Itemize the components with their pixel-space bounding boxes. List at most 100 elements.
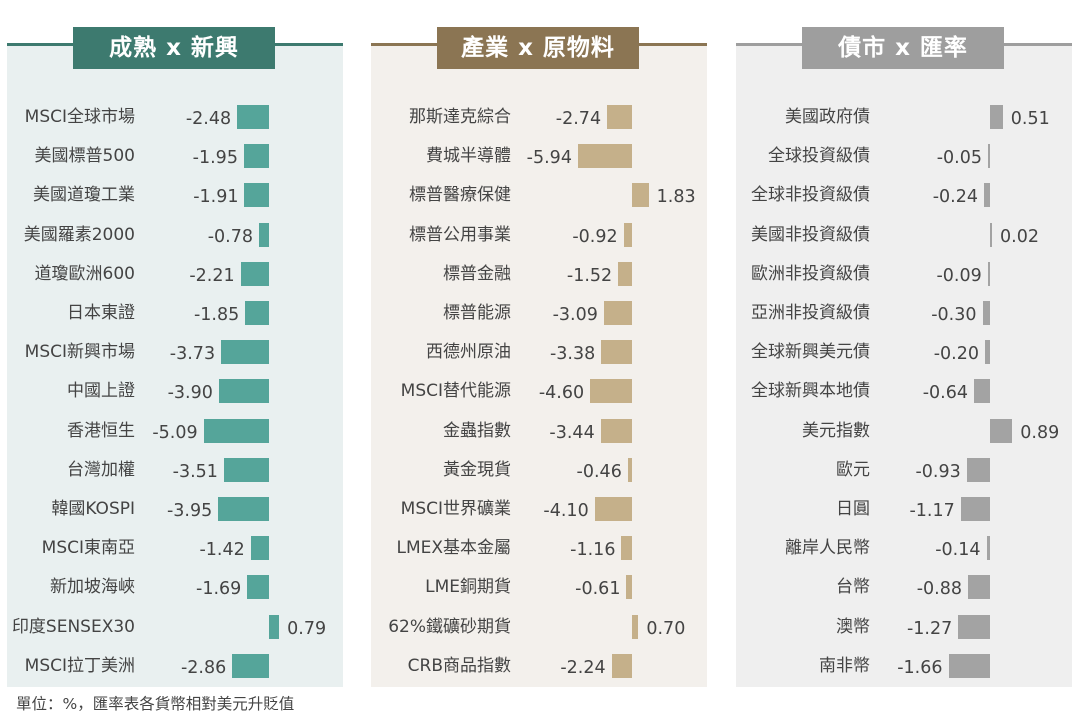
category-label: 台灣加權 — [67, 459, 135, 480]
category-label: 歐元 — [836, 459, 870, 480]
bar — [985, 340, 990, 365]
category-label: 印度SENSEX30 — [11, 616, 135, 637]
bar — [948, 653, 990, 678]
bar-row: 全球新興本地債 -0.64 — [736, 379, 1072, 404]
bar — [600, 418, 632, 443]
value-label: -3.09 — [552, 305, 598, 325]
category-label: 美國非投資級債 — [751, 224, 870, 245]
bar-row: MSCI替代能源 -4.60 — [371, 379, 707, 404]
bar-row: 日本東證 -1.85 — [7, 301, 343, 325]
panel-bond-fx: 債市 x 匯率 美國政府債 0.51 全球投資級債 -0.05 全球非投資級債 -0.24… — [736, 27, 1072, 687]
panel-background — [371, 45, 707, 687]
bar — [958, 614, 990, 639]
bar — [990, 418, 1013, 443]
bar-row: 全球投資級債 -0.05 — [736, 144, 1072, 169]
bar-row: 金蟲指數 -3.44 — [371, 418, 707, 443]
bar-row: 62%鐵礦砂期貨 0.70 — [371, 614, 707, 639]
bar-row: 美國非投資級債 0.02 — [736, 222, 1072, 247]
category-label: 香港恒生 — [67, 420, 135, 441]
bar — [982, 301, 990, 325]
value-label: -2.86 — [180, 657, 227, 678]
bar — [250, 536, 269, 561]
value-label: -1.85 — [193, 305, 240, 325]
category-label: 全球投資級債 — [768, 146, 870, 167]
category-label: 離岸人民幣 — [785, 538, 870, 559]
bar-row: 澳幣 -1.27 — [736, 614, 1072, 639]
value-label: -3.44 — [549, 422, 595, 443]
bar — [221, 340, 269, 365]
value-label: 0.70 — [646, 618, 686, 639]
value-label: -1.52 — [566, 265, 613, 286]
value-label: -1.17 — [909, 501, 955, 521]
value-label: -1.69 — [196, 579, 242, 600]
value-label: -1.95 — [192, 148, 238, 169]
category-label: 南非幣 — [819, 655, 870, 676]
bar — [968, 575, 990, 600]
value-label: -1.27 — [906, 618, 953, 639]
bar — [594, 497, 632, 521]
bar — [627, 457, 632, 482]
category-label: MSCI拉丁美洲 — [24, 655, 135, 676]
bar — [607, 105, 632, 129]
value-label: 0.51 — [1010, 109, 1050, 129]
bar — [203, 418, 269, 443]
bar — [966, 457, 990, 482]
value-label: -2.74 — [555, 109, 602, 129]
bar — [984, 183, 990, 208]
bar — [243, 144, 269, 169]
category-label: 標普醫療保健 — [409, 185, 511, 206]
bar — [974, 379, 990, 404]
value-label: -1.16 — [570, 540, 616, 561]
bar — [626, 575, 632, 600]
bar-row: 西德州原油 -3.38 — [371, 340, 707, 365]
value-label: -5.94 — [526, 148, 572, 169]
panel-title: 債市 x 匯率 — [802, 27, 1004, 69]
category-label: 新加坡海峽 — [50, 577, 135, 598]
bar — [232, 653, 269, 678]
category-label: 那斯達克綜合 — [409, 107, 511, 127]
value-label: 1.83 — [656, 187, 696, 208]
value-label: -1.91 — [193, 187, 239, 208]
bar — [960, 497, 990, 521]
bar-row: MSCI世界礦業 -4.10 — [371, 497, 707, 521]
value-label: -0.20 — [933, 344, 979, 365]
value-label: -0.46 — [576, 461, 622, 482]
category-label: 西德州原油 — [426, 342, 511, 363]
bar-row: CRB商品指數 -2.24 — [371, 653, 707, 678]
value-label: -2.21 — [189, 265, 235, 286]
category-label: 道瓊歐洲600 — [34, 263, 135, 284]
value-label: -0.64 — [922, 383, 968, 404]
bar-row: 那斯達克綜合 -2.74 — [371, 105, 707, 129]
category-label: 黃金現貨 — [443, 459, 511, 480]
value-label: -3.90 — [167, 383, 213, 404]
bar-row: 美國標普500 -1.95 — [7, 144, 343, 169]
category-label: 台幣 — [836, 577, 870, 598]
bar — [623, 222, 632, 247]
value-label: -4.60 — [538, 383, 585, 404]
bar-row: 標普能源 -3.09 — [371, 301, 707, 325]
bar — [601, 340, 632, 365]
bar-row: 香港恒生 -5.09 — [7, 418, 343, 443]
bar — [218, 379, 269, 404]
bar-row: 全球非投資級債 -0.24 — [736, 183, 1072, 208]
panel-developed-emerging: 成熟 x 新興 MSCI全球市場 -2.48 美國標普500 -1.95 美國道瓊工業 -… — [7, 27, 343, 687]
value-label: -0.61 — [575, 579, 621, 600]
bar — [611, 653, 632, 678]
bar-row: 美國政府債 0.51 — [736, 105, 1072, 129]
bar — [632, 614, 639, 639]
category-label: 歐洲非投資級債 — [751, 263, 870, 284]
bar — [990, 222, 992, 247]
category-label: 美國道瓊工業 — [33, 185, 135, 206]
category-label: MSCI全球市場 — [24, 107, 135, 127]
bar-row: 歐元 -0.93 — [736, 457, 1072, 482]
category-label: 費城半導體 — [426, 146, 511, 167]
bar-row: 台灣加權 -3.51 — [7, 457, 343, 482]
category-label: 美國政府債 — [785, 107, 870, 127]
category-label: 美元指數 — [802, 420, 870, 441]
panel-title: 產業 x 原物料 — [437, 27, 639, 69]
bar — [988, 144, 990, 169]
category-label: LMEX基本金屬 — [396, 538, 511, 559]
bar-row: 標普公用事業 -0.92 — [371, 222, 707, 247]
panel-background — [736, 45, 1072, 687]
bar — [269, 614, 280, 639]
